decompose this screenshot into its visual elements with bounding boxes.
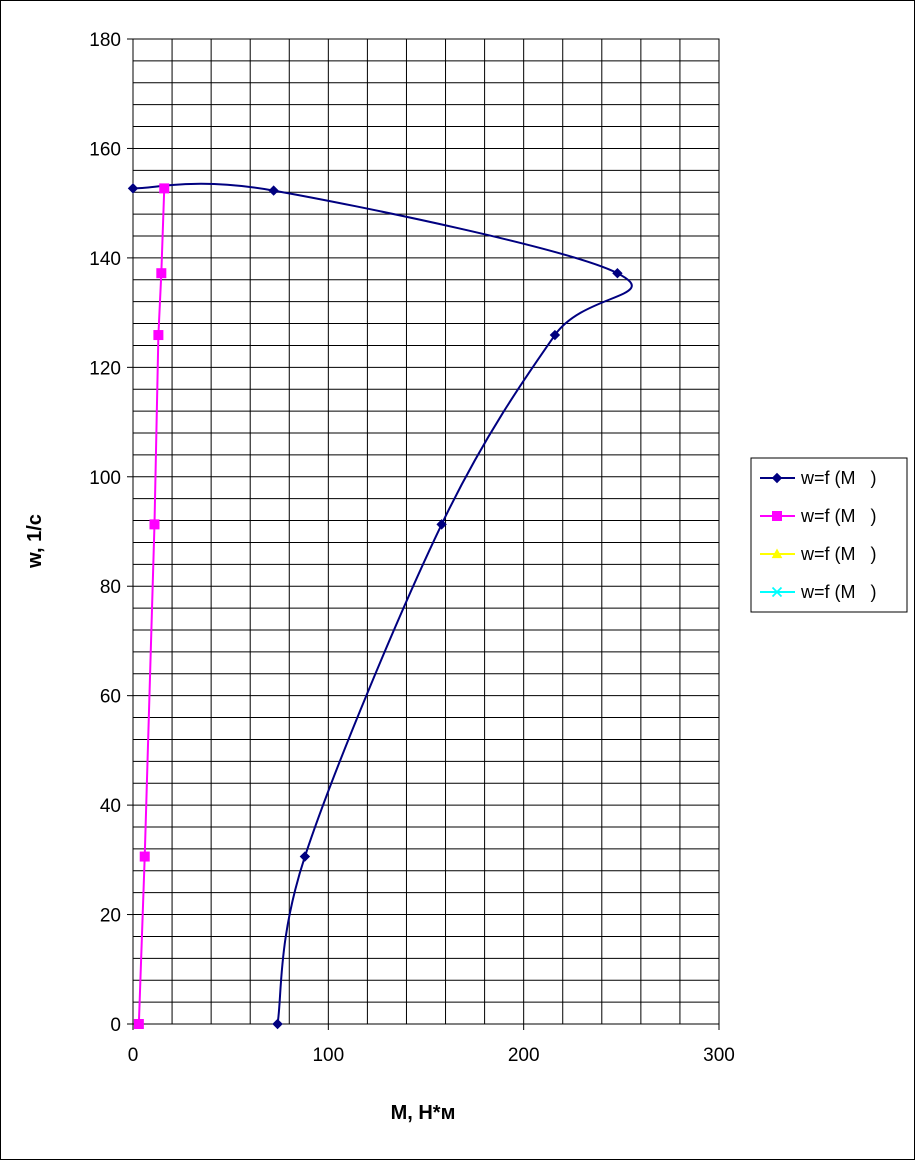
legend-entry: w=f (M ) [760, 582, 877, 602]
legend-label: w=f (M ) [800, 506, 877, 526]
y-tick-label: 0 [110, 1015, 121, 1036]
data-point-diamond [771, 472, 783, 484]
series-2 [133, 183, 170, 1029]
x-tick-label: 200 [508, 1045, 540, 1066]
grid [133, 39, 719, 1024]
y-tick-label: 80 [100, 577, 121, 598]
data-point-square [159, 183, 170, 194]
y-tick-label: 20 [100, 906, 121, 927]
series-layer [127, 182, 633, 1030]
y-axis-title: w, 1/c [24, 514, 46, 569]
legend-label: w=f (M ) [800, 468, 877, 488]
y-tick-label: 160 [89, 139, 121, 160]
tick-labels: 0 20 40 60 80 100 120 140 160 180 0 100 200 300 [89, 30, 735, 1066]
x-tick-label: 0 [128, 1045, 139, 1066]
legend-entry: w=f (M ) [760, 468, 877, 488]
legend-entry: w=f (M ) [760, 506, 877, 526]
x-tick-label: 300 [703, 1045, 735, 1066]
data-point-square [772, 511, 782, 521]
data-point-square [156, 268, 167, 279]
data-point-diamond [436, 519, 447, 530]
data-point-diamond [127, 183, 139, 194]
x-tick-label: 100 [312, 1045, 344, 1066]
y-tick-label: 140 [89, 249, 121, 270]
y-tick-label: 60 [100, 687, 121, 708]
legend: w=f (M ) w=f (M ) w=f (M ) w=f (M ) [750, 457, 908, 613]
data-point-diamond [612, 268, 623, 279]
y-tick-label: 40 [100, 796, 121, 817]
y-tick-label: 180 [89, 30, 121, 51]
data-point-square [133, 1019, 144, 1029]
data-point-square [149, 519, 160, 530]
legend-entry: w=f (M ) [760, 544, 877, 564]
y-tick-label: 100 [89, 468, 121, 489]
data-point-triangle [771, 548, 783, 559]
data-point-diamond [268, 185, 279, 196]
legend-label: w=f (M ) [800, 582, 877, 602]
series-line [137, 188, 166, 1025]
legend-label: w=f (M ) [800, 544, 877, 564]
series-line [132, 182, 633, 1025]
axes [127, 38, 720, 1030]
x-axis-title: M, Н*м [391, 1102, 456, 1124]
data-point-square [153, 330, 164, 341]
data-point-diamond [299, 851, 311, 862]
plot-area-border [132, 38, 720, 1025]
data-point-diamond [549, 329, 561, 341]
legend-box [750, 457, 908, 613]
series-1 [127, 182, 633, 1030]
data-point-x [771, 586, 783, 598]
data-point-diamond [272, 1018, 283, 1030]
y-tick-label: 120 [89, 358, 121, 379]
data-point-square [139, 851, 150, 862]
